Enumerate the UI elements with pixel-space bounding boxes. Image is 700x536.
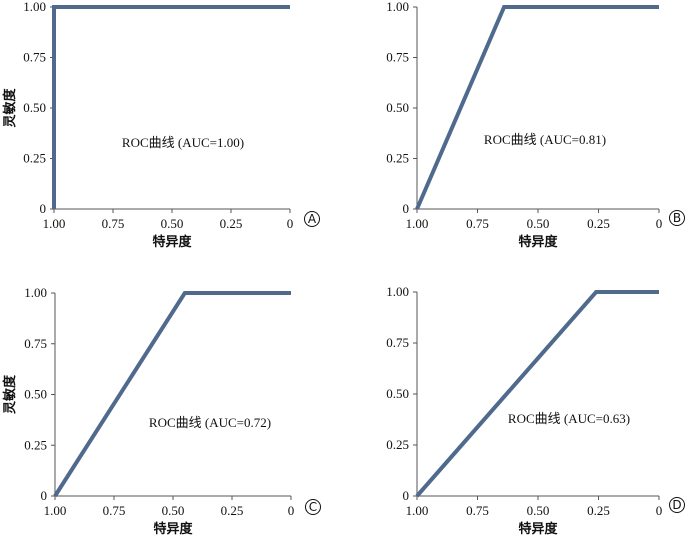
y-tick-label: 0.75 xyxy=(386,50,409,65)
y-tick-label: 1.00 xyxy=(386,284,409,299)
x-axis-title: 特异度 xyxy=(152,234,192,250)
y-axis-title: 灵敏度 xyxy=(2,374,18,414)
x-tick-label: 0.50 xyxy=(527,503,550,518)
y-tick-label: 0.75 xyxy=(23,50,46,65)
y-tick-label: 1.00 xyxy=(386,0,409,14)
chart-panel-c: 0 0.25 0.50 0.75 1.00 1.00 0.75 0.50 0.25 0 特异度 灵敏度… xyxy=(2,285,321,536)
x-tick-label: 0.75 xyxy=(103,503,126,518)
x-tick-label: 0.25 xyxy=(220,216,243,231)
roc-curve-line xyxy=(52,5,290,209)
y-tick-label: 0.50 xyxy=(386,386,409,401)
panel-label: C xyxy=(309,500,317,514)
x-tick-label: 0.75 xyxy=(466,216,489,231)
x-tick-label: 0.50 xyxy=(527,216,550,231)
chart-panel-b: 0 0.25 0.50 0.75 1.00 1.00 0.75 0.50 0.25 0 特异度 ROC… xyxy=(386,0,685,250)
auc-annotation: ROC曲线 (AUC=0.63) xyxy=(508,411,630,426)
x-tick-label: 0 xyxy=(656,216,663,231)
y-tick-label: 1.00 xyxy=(24,285,47,300)
auc-annotation: ROC曲线 (AUC=0.72) xyxy=(149,415,271,430)
y-tick-label: 0.75 xyxy=(24,336,47,351)
y-tick-label: 0.75 xyxy=(386,335,409,350)
y-tick-label: 0.50 xyxy=(23,100,46,115)
panel-label: A xyxy=(308,212,317,226)
x-tick-label: 1.00 xyxy=(406,216,429,231)
x-tick-label: 0.25 xyxy=(587,216,610,231)
roc-curve-line xyxy=(53,291,291,498)
y-tick-label: 0 xyxy=(403,488,410,503)
x-tick-label: 0.25 xyxy=(221,503,244,518)
panel-label-circle xyxy=(304,211,320,227)
x-axis-title: 特异度 xyxy=(153,521,193,536)
x-tick-label: 0.75 xyxy=(466,503,489,518)
x-tick-label: 1.00 xyxy=(44,503,67,518)
x-tick-label: 1.00 xyxy=(406,503,429,518)
x-axis-title: 特异度 xyxy=(518,521,558,536)
panel-label-circle xyxy=(305,499,321,515)
y-tick-label: 0.25 xyxy=(386,151,409,166)
auc-annotation: ROC曲线 (AUC=1.00) xyxy=(122,135,244,150)
y-tick-label: 0.50 xyxy=(24,387,47,402)
x-axis-title: 特异度 xyxy=(518,234,558,250)
y-tick-label: 0.25 xyxy=(24,437,47,452)
x-tick-label: 0.25 xyxy=(587,503,610,518)
y-tick-label: 0 xyxy=(40,201,47,216)
x-tick-label: 0 xyxy=(656,503,663,518)
panel-label-circle xyxy=(669,210,685,226)
panel-label-circle xyxy=(669,497,685,513)
y-tick-label: 0.50 xyxy=(386,100,409,115)
x-tick-label: 0.50 xyxy=(162,503,185,518)
y-tick-label: 0.25 xyxy=(386,437,409,452)
panel-label: B xyxy=(673,211,681,225)
chart-panel-d: 0 0.25 0.50 0.75 1.00 1.00 0.75 0.50 0.25 0 特异度 ROC… xyxy=(386,284,685,536)
auc-annotation: ROC曲线 (AUC=0.81) xyxy=(484,132,606,147)
x-tick-label: 0 xyxy=(288,503,295,518)
chart-panel-a: 0 0.25 0.50 0.75 1.00 1.00 0.75 0.50 0.25 0 特异度 灵敏度… xyxy=(2,0,320,250)
x-tick-label: 1.00 xyxy=(43,216,66,231)
y-tick-label: 0 xyxy=(41,488,48,503)
y-tick-label: 1.00 xyxy=(23,0,46,14)
y-tick-label: 0.25 xyxy=(23,151,46,166)
y-axis-title: 灵敏度 xyxy=(2,88,18,128)
y-tick-label: 0 xyxy=(403,201,410,216)
x-tick-label: 0.50 xyxy=(161,216,184,231)
panel-label: D xyxy=(672,498,681,512)
x-tick-label: 0 xyxy=(287,216,294,231)
roc-curve-line xyxy=(415,290,659,498)
roc-curve-line xyxy=(415,5,659,210)
x-tick-label: 0.75 xyxy=(102,216,125,231)
